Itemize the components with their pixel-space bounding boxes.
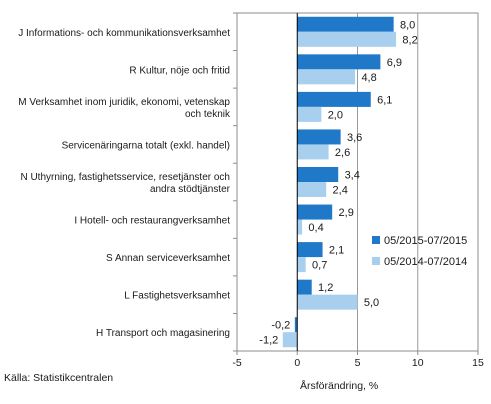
bar-current	[297, 91, 371, 107]
bar-previous	[297, 257, 306, 273]
category-label: J Informations- och kommunikationsverksa…	[18, 28, 230, 39]
bar-current	[294, 317, 298, 333]
data-label: 8,0	[400, 19, 415, 31]
data-label: 6,1	[377, 94, 392, 106]
data-label: 2,1	[329, 245, 344, 257]
data-label: 0,4	[308, 222, 323, 234]
data-label: -0,2	[271, 320, 290, 332]
data-label: 3,6	[347, 132, 362, 144]
bar-current	[297, 167, 339, 182]
x-tick-label: 10	[412, 357, 424, 369]
bar-previous	[282, 332, 298, 348]
category-label: L Fastighetsverksamhet	[124, 291, 230, 302]
legend-label: 05/2015-07/2015	[384, 235, 467, 247]
category-label: R Kultur, nöje och fritid	[129, 65, 230, 76]
bar-current	[297, 54, 381, 70]
data-label: 2,6	[335, 147, 350, 159]
data-label: 2,4	[333, 185, 348, 197]
data-label: 5,0	[364, 297, 379, 309]
category-label: och teknik	[185, 109, 231, 120]
category-label: M Verksamhet inom juridik, ekonomi, vete…	[18, 97, 230, 108]
data-label: 0,7	[312, 260, 327, 272]
data-label: 6,9	[387, 57, 402, 69]
category-label: H Transport och magasinering	[96, 328, 230, 339]
category-label: N Uthyrning, fastighetsservice, resetjän…	[20, 172, 230, 183]
bar-previous	[297, 106, 322, 122]
category-label: I Hotell- och restaurangverksamhet	[74, 216, 230, 227]
bar-previous	[297, 31, 397, 47]
category-label: S Annan serviceverksamhet	[106, 253, 230, 264]
bar-current	[297, 242, 323, 258]
data-label: 2,9	[339, 207, 354, 219]
legend-label: 05/2014-07/2014	[384, 256, 467, 268]
legend-swatch	[372, 257, 380, 265]
x-tick-label: 15	[472, 357, 484, 369]
data-label: 8,2	[402, 34, 417, 46]
bar-current	[297, 129, 341, 145]
bar-current	[297, 16, 394, 32]
data-label: 3,4	[345, 170, 360, 182]
bar-previous	[297, 294, 358, 310]
category-label: Servicenäringarna totalt (exkl. handel)	[62, 140, 230, 151]
source-note: Källa: Statistikcentralen	[4, 372, 114, 384]
bar-previous	[297, 219, 303, 235]
legend-swatch	[372, 236, 380, 244]
x-axis-title: Årsförändring, %	[300, 380, 379, 392]
data-label: 4,8	[361, 72, 376, 84]
bar-previous	[297, 182, 327, 197]
x-tick-label: 5	[355, 357, 361, 369]
data-label: -1,2	[259, 335, 278, 347]
data-label: 2,0	[328, 109, 343, 121]
bar-current	[297, 204, 333, 220]
x-tick-label: -5	[232, 357, 241, 369]
bar-current	[297, 279, 312, 295]
x-tick-label: 0	[294, 357, 300, 369]
bar-previous	[297, 144, 329, 160]
data-label: 1,2	[318, 282, 333, 294]
bar-previous	[297, 69, 356, 85]
category-label: andra stödtjänster	[150, 184, 231, 195]
